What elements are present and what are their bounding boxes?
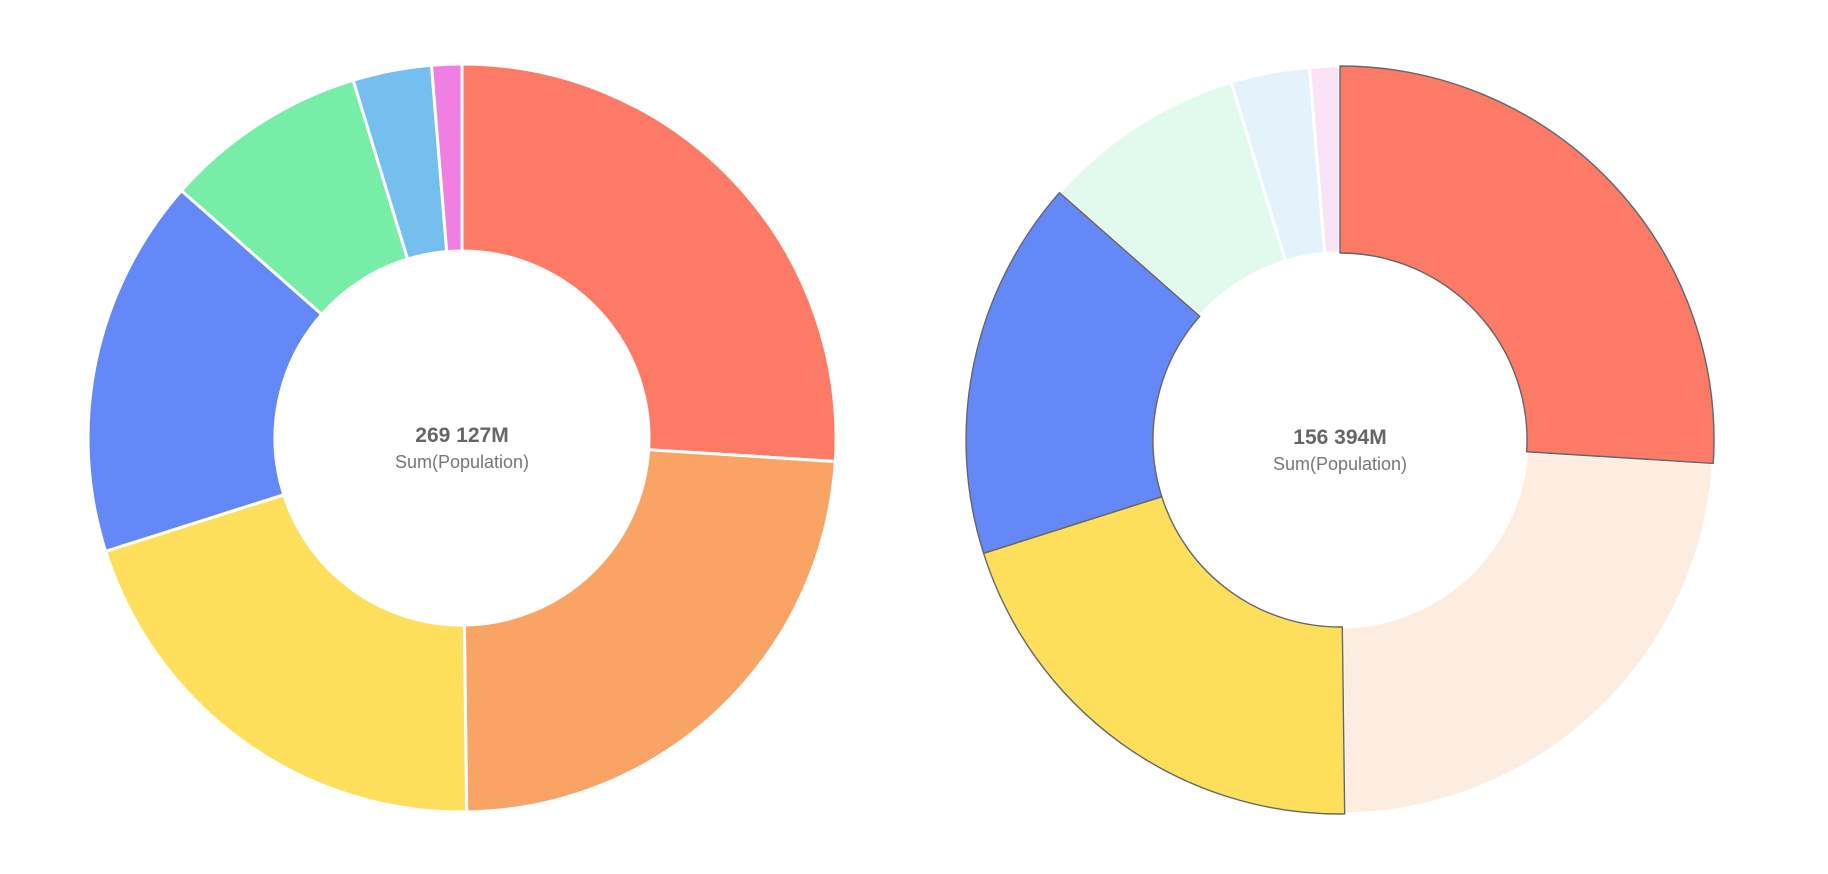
- donut-0-slice-6[interactable]: [429, 62, 464, 254]
- donut-1-slice-3[interactable]: [965, 191, 1201, 555]
- center-label-left: Sum(Population): [395, 452, 529, 472]
- donut-chart-right: 156 394M Sum(Population): [965, 64, 1715, 816]
- donut-1-slice-1[interactable]: [1340, 450, 1715, 816]
- donut-1-slice-0[interactable]: [1339, 65, 1715, 465]
- donut-1-slice-2[interactable]: [982, 495, 1346, 815]
- donut-chart-left: 269 127M Sum(Population): [86, 62, 838, 814]
- donut-0-slice-2[interactable]: [104, 493, 469, 814]
- donut-0-slice-3[interactable]: [86, 189, 324, 553]
- center-total-left: 269 127M: [415, 424, 508, 447]
- donut-0-slice-1[interactable]: [462, 448, 837, 814]
- donut-0-slice-0[interactable]: [460, 62, 838, 463]
- center-label-right: Sum(Population): [1273, 454, 1407, 474]
- center-total-right: 156 394M: [1293, 426, 1386, 449]
